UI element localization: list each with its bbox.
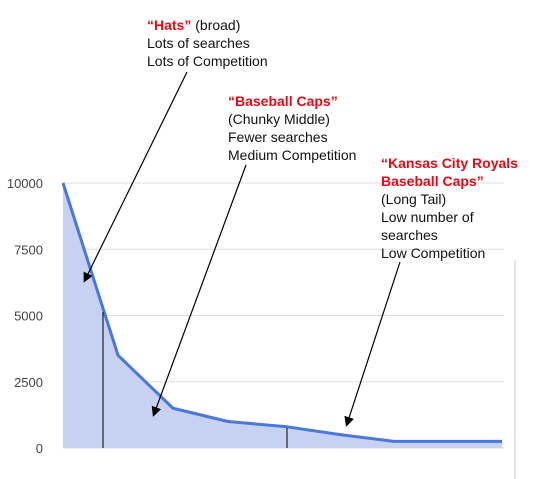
y-tick-label: 2500: [14, 375, 43, 390]
plot-area: [61, 182, 503, 448]
annotation-kc-royals-line-1: (Long Tail): [381, 191, 447, 207]
annotation-kc-royals-title-2: Baseball Caps”: [381, 173, 484, 189]
y-tick-label: 7500: [14, 242, 43, 257]
y-tick-label: 10000: [7, 176, 43, 191]
annotation-hats: “Hats” (broad) Lots of searches Lots of …: [147, 16, 268, 70]
annotation-kc-royals: “Kansas City Royals Baseball Caps” (Long…: [381, 154, 518, 262]
annotation-baseball-caps-title: “Baseball Caps”: [228, 93, 338, 109]
annotation-kc-royals-title-1: “Kansas City Royals: [381, 155, 518, 171]
annotation-hats-title: “Hats”: [147, 17, 192, 33]
annotation-kc-royals-line-2: Low number of: [381, 209, 474, 225]
area-fill: [63, 183, 502, 448]
annotation-kc-royals-line-4: Low Competition: [381, 245, 486, 261]
annotation-baseball-caps-line-2: Fewer searches: [228, 129, 328, 145]
annotation-arrows: [83, 71, 401, 427]
y-tick-label: 5000: [14, 309, 43, 324]
annotation-baseball-caps-line-3: Medium Competition: [228, 147, 357, 163]
y-axis-labels: 10000 7500 5000 2500 0: [7, 176, 43, 456]
annotation-hats-line-2: Lots of Competition: [147, 53, 268, 69]
annotation-kc-royals-line-3: searches: [381, 227, 438, 243]
annotation-baseball-caps-line-1: (Chunky Middle): [228, 111, 330, 127]
annotation-baseball-caps: “Baseball Caps” (Chunky Middle) Fewer se…: [228, 92, 356, 164]
annotation-hats-suffix: (broad): [191, 17, 241, 33]
y-tick-label: 0: [36, 441, 43, 456]
arrow-hats: [83, 71, 188, 283]
annotation-hats-line-1: Lots of searches: [147, 35, 250, 51]
arrow-kc-royals: [344, 261, 401, 427]
segment-dividers: [102, 312, 288, 448]
arrow-baseball-caps: [151, 164, 247, 417]
